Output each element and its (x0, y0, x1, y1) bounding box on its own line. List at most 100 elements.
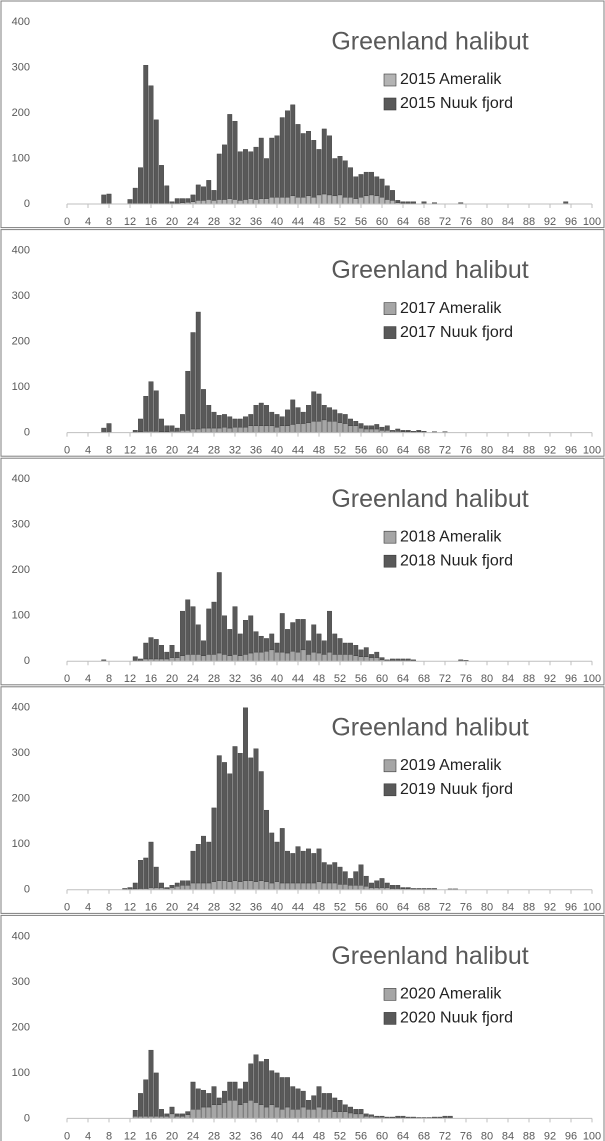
bar-segment (279, 117, 285, 198)
x-tick-label: 40 (271, 902, 283, 914)
bar-segment (285, 1106, 290, 1119)
x-tick-label: 56 (355, 445, 367, 457)
x-tick-label: 72 (439, 445, 451, 457)
bar-segment (353, 425, 359, 433)
bar-segment (395, 885, 401, 889)
bar-segment (316, 848, 322, 882)
bar-segment (290, 424, 296, 433)
bar-segment (306, 422, 311, 433)
bar-segment (379, 196, 385, 205)
bar-segment (374, 428, 380, 433)
bar-segment (405, 1116, 411, 1119)
bar-segment (321, 640, 327, 655)
bar-segment (159, 882, 164, 888)
bar-segment (211, 881, 217, 890)
y-tick-label: 100 (12, 381, 30, 393)
bar-segment (421, 888, 427, 890)
x-tick-label: 32 (229, 445, 241, 457)
bar-segment (337, 1099, 343, 1112)
bar-segment (279, 651, 285, 662)
bar-segment (316, 421, 322, 433)
bar-segment (143, 642, 149, 660)
x-tick-label: 84 (502, 216, 514, 228)
bar-segment (379, 657, 385, 661)
bar-segment (216, 1097, 222, 1105)
bar-segment (195, 1088, 201, 1110)
x-tick-label: 80 (481, 902, 493, 914)
bar-segment (321, 862, 327, 884)
bar-segment (222, 144, 227, 200)
bar-segment (337, 654, 343, 662)
y-tick-label: 0 (24, 884, 30, 896)
x-tick-label: 8 (106, 902, 112, 914)
bar-segment (411, 201, 416, 204)
x-tick-label: 44 (292, 445, 304, 457)
x-tick-label: 20 (166, 902, 178, 914)
y-tick-label: 0 (24, 427, 30, 439)
bar-segment (269, 196, 275, 205)
bar-segment (290, 622, 296, 652)
bar-segment (264, 638, 269, 652)
x-tick-label: 68 (418, 673, 430, 685)
bar-segment (264, 405, 269, 426)
bar-segment (411, 888, 416, 890)
bar-segment (258, 402, 264, 426)
bar-segment (237, 655, 243, 662)
x-tick-label: 12 (124, 1130, 136, 1141)
bar-segment (374, 657, 380, 662)
bar-segment (264, 198, 269, 205)
bar-segment (348, 425, 353, 433)
bar-segment (195, 428, 201, 433)
bar-segment (269, 1104, 275, 1119)
bar-segment (195, 882, 201, 890)
bar-segment (274, 426, 280, 433)
bar-segment (342, 654, 348, 662)
bar-segment (237, 633, 243, 656)
legend-swatch (383, 783, 397, 797)
chart-title: Greenland halibut (331, 28, 528, 56)
bar-segment (295, 196, 301, 205)
bar-segment (216, 652, 222, 662)
x-tick-label: 28 (208, 673, 220, 685)
x-tick-label: 88 (523, 216, 535, 228)
x-tick-label: 96 (565, 1130, 577, 1141)
bar-segment (216, 427, 222, 433)
bar-segment (285, 1077, 290, 1108)
bar-segment (300, 196, 306, 205)
bar-segment (348, 167, 353, 198)
bar-segment (190, 654, 196, 662)
y-tick-label: 400 (12, 473, 30, 485)
y-tick-label: 0 (24, 198, 30, 210)
bar-segment (195, 654, 201, 662)
bar-segment (185, 370, 191, 431)
bar-segment (227, 655, 233, 662)
bar-segment (295, 846, 301, 884)
bar-segment (300, 1106, 306, 1119)
x-tick-label: 68 (418, 216, 430, 228)
bar-segment (201, 186, 206, 201)
y-tick-label: 400 (12, 16, 30, 28)
x-tick-label: 60 (376, 673, 388, 685)
bar-segment (258, 198, 264, 205)
bar-segment (285, 196, 290, 205)
bar-segment (379, 878, 385, 888)
bar-segment (248, 880, 254, 891)
bar-segment (138, 167, 143, 205)
x-tick-label: 80 (481, 445, 493, 457)
x-tick-label: 56 (355, 216, 367, 228)
bar-segment (306, 654, 311, 662)
bar-segment (316, 149, 322, 196)
x-tick-label: 48 (313, 445, 325, 457)
bar-segment (348, 885, 353, 890)
x-tick-label: 96 (565, 902, 577, 914)
bar-segment (400, 430, 406, 432)
bar-segment (374, 1115, 380, 1118)
bar-segment (269, 411, 275, 426)
x-tick-label: 100 (583, 673, 601, 685)
bar-segment (258, 1061, 264, 1105)
bar-segment (337, 156, 343, 196)
bar-segment (405, 658, 411, 661)
bar-segment (222, 880, 227, 891)
bar-segment (363, 875, 369, 887)
x-tick-label: 36 (250, 1130, 262, 1141)
